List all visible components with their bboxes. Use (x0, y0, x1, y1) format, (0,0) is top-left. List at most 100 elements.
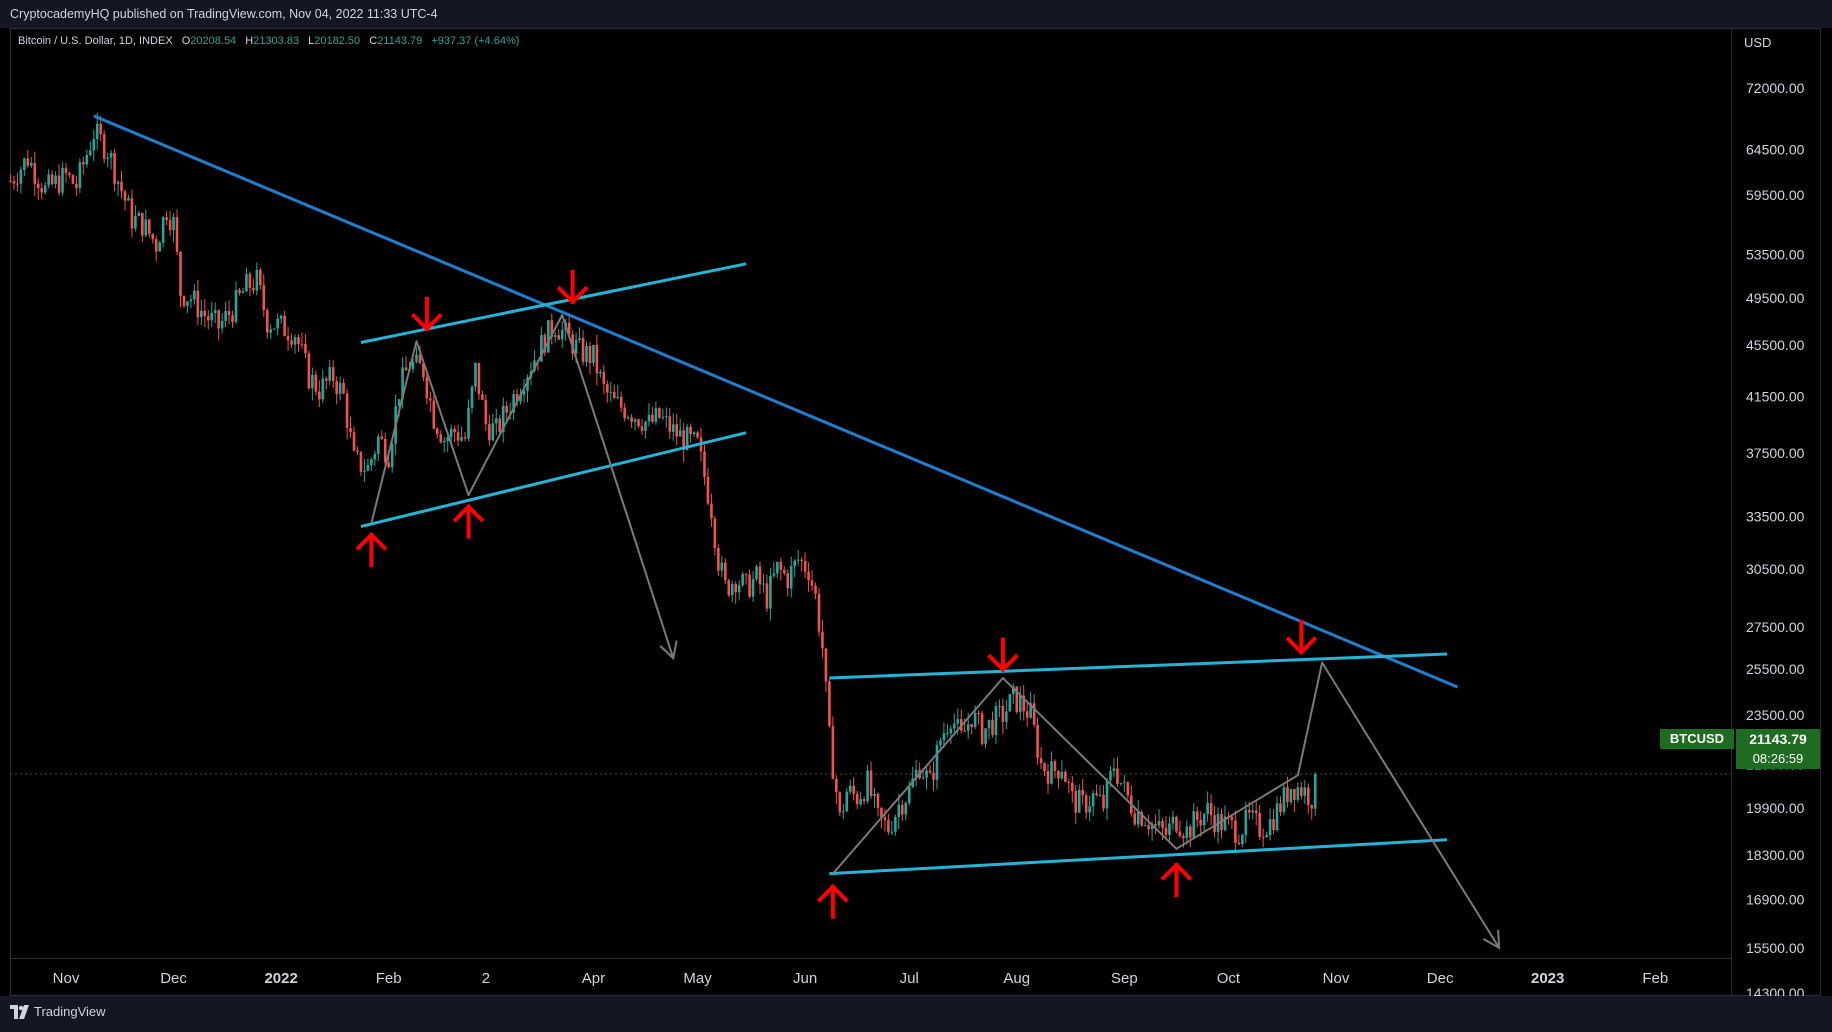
candle-body (1313, 774, 1317, 809)
candle-body (956, 719, 960, 724)
candle-body (1067, 782, 1071, 784)
y-tick-label: 59500.00 (1746, 187, 1805, 203)
candle-body (748, 574, 751, 597)
candle-body (1161, 820, 1164, 828)
candle-body (1306, 787, 1310, 806)
legend-close-label: C (369, 35, 378, 47)
x-tick-label: May (683, 970, 712, 987)
candle-body (751, 579, 755, 597)
candle-body (130, 198, 134, 229)
candle-body (234, 289, 238, 322)
y-tick-label: 18300.00 (1746, 847, 1805, 863)
projection-path-2[interactable] (832, 661, 1500, 949)
y-tick-label: 37500.00 (1746, 445, 1805, 461)
candle-body (377, 436, 380, 454)
candle-body (1195, 811, 1199, 820)
candle-body (623, 407, 626, 419)
candle-body (1310, 805, 1314, 809)
candle-body (356, 450, 359, 452)
legend-close: 21143.79 (377, 35, 423, 47)
candle-body (50, 174, 54, 185)
candle-body (675, 424, 679, 437)
candle-body (43, 185, 47, 193)
candle-body (1015, 686, 1019, 712)
candle-body (800, 559, 803, 561)
candle-body (352, 432, 356, 451)
candle-body (654, 408, 658, 422)
chart-frame (10, 28, 1821, 996)
current-price: 21143.79 (1749, 731, 1807, 747)
candle-body (724, 562, 727, 581)
legend-high: 21303.83 (253, 35, 300, 47)
candle-body (1039, 758, 1043, 764)
candle-body (418, 354, 422, 364)
candle-body (481, 394, 484, 400)
candle-body (1286, 787, 1289, 803)
downtrend-line[interactable] (93, 114, 1459, 689)
channel-1-lower-line[interactable] (360, 431, 747, 528)
candle-body (637, 419, 640, 427)
candle-body (762, 583, 765, 585)
candle-body (713, 518, 717, 549)
candle-body (661, 416, 665, 418)
candle-body (102, 134, 106, 159)
candle-body (980, 713, 984, 744)
candle-body (397, 399, 401, 407)
candle-body (776, 561, 779, 574)
channel-2-lower-line[interactable] (829, 838, 1448, 876)
candle-body (383, 438, 387, 463)
price-axis-currency[interactable]: USD (1744, 35, 1772, 50)
candle-body (161, 217, 165, 243)
tradingview-logo[interactable]: TradingView (10, 1004, 106, 1019)
candle-body (665, 416, 668, 418)
candle-body (1244, 809, 1248, 835)
candle-body (484, 399, 488, 425)
candle-body (841, 811, 845, 813)
candle-body (283, 315, 286, 337)
footer-bar: TradingView (0, 996, 1832, 1032)
candle-body (366, 465, 370, 471)
candle-body (1112, 768, 1116, 771)
candle-body (435, 428, 439, 435)
candle-body (838, 792, 842, 813)
candle-body (779, 561, 783, 570)
candle-body (658, 408, 661, 418)
candle-body (1237, 842, 1241, 845)
candle-body (144, 219, 148, 236)
candle-body (560, 329, 564, 340)
candle-body (831, 726, 835, 780)
projection-arrowhead-1 (659, 640, 678, 661)
candle-body (887, 820, 890, 833)
candle-body (862, 799, 866, 802)
candle-body (966, 724, 970, 731)
candle-body (1164, 827, 1168, 835)
candle-body (1116, 768, 1119, 784)
candle-body (307, 353, 311, 389)
candle-body (1064, 771, 1067, 783)
candle-body (68, 173, 71, 176)
candle-body (789, 566, 793, 589)
candle-body (668, 416, 672, 432)
projection-path-1[interactable] (370, 314, 675, 659)
candle-body (1074, 791, 1078, 813)
candle-body (963, 730, 967, 732)
candle-body (1213, 815, 1216, 833)
candle-body (1282, 787, 1286, 812)
candle-body (1279, 803, 1282, 812)
candle-body (824, 648, 828, 682)
candle-body (1057, 770, 1060, 779)
candle-body (1150, 823, 1154, 830)
candle-body (866, 770, 869, 802)
candle-body (373, 453, 377, 460)
y-tick-label: 33500.00 (1746, 508, 1805, 524)
legend-open-label: O (181, 35, 191, 47)
y-tick-label: 19900.00 (1746, 800, 1805, 816)
channel-2-upper-line[interactable] (829, 652, 1448, 680)
legend-low-label: L (308, 35, 315, 47)
candle-body (1071, 782, 1074, 792)
candle-body (692, 432, 696, 435)
candle-body (876, 793, 880, 808)
candle-body (1008, 694, 1012, 712)
red-up-arrow (355, 531, 388, 567)
